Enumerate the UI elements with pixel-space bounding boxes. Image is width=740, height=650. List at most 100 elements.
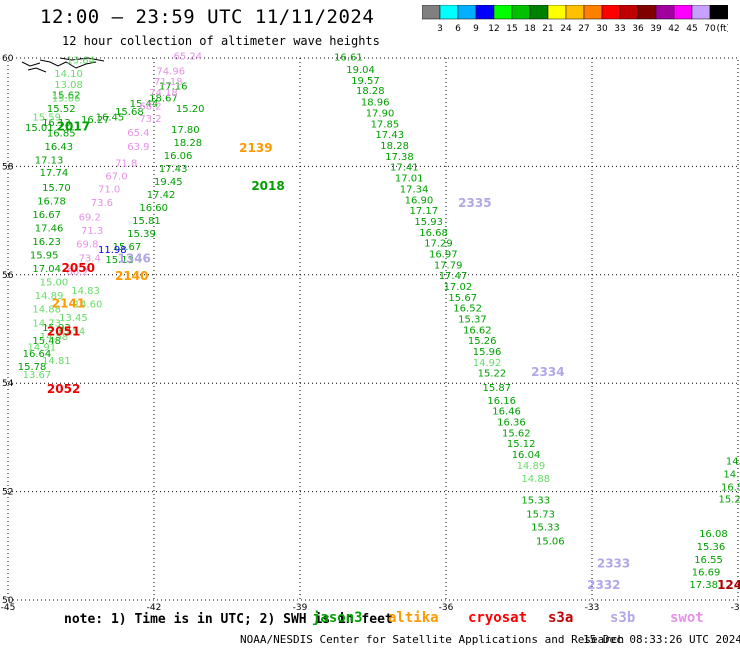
color-swatch — [511, 5, 531, 20]
wave-height-value: 14.92 — [473, 358, 502, 369]
wave-height-value: 71.3 — [81, 226, 103, 237]
wave-height-value: 16.97 — [429, 249, 458, 260]
wave-height-value: 15.96 — [473, 347, 502, 358]
wave-height-value: 16.04 — [512, 450, 541, 461]
wave-height-value: 15.01 — [25, 123, 54, 134]
wave-height-value: 74.18 — [149, 88, 178, 99]
track-time-label: 2333 — [597, 556, 630, 570]
wave-height-value: 16.08 — [699, 529, 728, 540]
color-swatch — [493, 5, 513, 20]
wave-height-value: 14.60 — [74, 299, 103, 310]
wave-height-value: 15.2 — [719, 494, 740, 505]
satellite-legend: jason3 altika cryosat s3a s3b swot — [0, 610, 740, 630]
wave-height-value: 17.34 — [400, 184, 429, 195]
color-swatch — [422, 5, 441, 20]
wave-height-value: 69.8 — [76, 240, 98, 251]
track-time-label: 2140 — [115, 269, 148, 283]
wave-height-value: 13.54 — [57, 326, 86, 337]
wave-height-value: 13.67 — [23, 370, 52, 381]
lon-tick-label: -42 — [147, 603, 162, 613]
map-frame — [7, 57, 739, 601]
wave-height-value: 15.67 — [113, 242, 142, 253]
lon-tick-label: -39 — [293, 603, 308, 613]
usage-note: note: 1) Time is in UTC; 2) SWH is in fe… — [64, 612, 393, 627]
wave-height-value: 15.39 — [127, 229, 156, 240]
wave-height-value: 14.42 — [726, 457, 740, 468]
colorbar-tick-label: 27 — [578, 24, 589, 33]
track-time-label: 2018 — [251, 179, 284, 193]
wave-height-value: 16.36 — [497, 417, 526, 428]
color-swatch — [673, 5, 693, 20]
wave-height-value: 14.73 — [32, 318, 61, 329]
wave-height-value: 63.9 — [127, 142, 149, 153]
legend-s3b: s3b — [610, 610, 636, 626]
wave-height-value: 17.01 — [395, 174, 424, 185]
wave-height-value: 73.4 — [79, 253, 101, 264]
wave-height-value: 19.04 — [346, 65, 375, 76]
wave-height-value: 17.43 — [375, 130, 404, 141]
track-time-labels: 2018 2139 2017 2050 1346 2140 2141 2051 2052 2335… — [47, 120, 740, 593]
wave-height-value: 18.28 — [173, 138, 202, 149]
wave-height-value: 15.93 — [42, 323, 71, 334]
wave-height-value: 15.81 — [132, 216, 161, 227]
wave-height-value: 15.70 — [42, 183, 71, 194]
wave-height-value: 17.04 — [32, 264, 61, 275]
wave-height-value: 14.58 — [40, 332, 69, 343]
colorbar-tick-label: 70 — [704, 24, 716, 33]
color-swatch — [529, 5, 549, 20]
wave-height-value: 16.62 — [463, 325, 492, 336]
wave-height-value: 19.57 — [351, 76, 380, 87]
wave-height-value: 15.20 — [176, 104, 205, 115]
track-time-label: 2052 — [47, 382, 80, 396]
wave-height-value: 15.78 — [18, 362, 47, 373]
lon-tick-label: -30 — [731, 603, 740, 613]
legend-jason3: jason3 — [312, 610, 363, 626]
track-time-label: 2334 — [531, 365, 564, 379]
wave-height-value: 14.89 — [517, 461, 546, 472]
wave-height-value: 15.62 — [52, 91, 81, 102]
wave-height-value: 15.37 — [458, 314, 487, 325]
wave-height-value: 16.43 — [45, 142, 74, 153]
wave-height-value: 16.55 — [721, 483, 740, 494]
lat-tick-label: 60 — [2, 54, 14, 64]
wave-height-value: 17.02 — [444, 282, 473, 293]
wave-height-value: 73.2 — [139, 114, 161, 125]
color-swatch — [601, 5, 621, 20]
wave-height-value: 14.27 — [723, 470, 740, 481]
track-time-label: 2050 — [62, 261, 95, 275]
track-time-label: 2051 — [47, 325, 80, 339]
wave-height-value: 16.45 — [96, 112, 125, 123]
wave-height-value: 15.12 — [507, 439, 536, 450]
wave-height-value: 17.16 — [159, 81, 188, 92]
wave-height-value: 15.13 — [105, 255, 134, 266]
colorbar-tick-label: 45 — [686, 24, 697, 33]
wave-height-value: 65.24 — [173, 52, 202, 63]
wave-height-value: 14.88 — [521, 474, 550, 485]
wave-height-value: 17.41 — [390, 163, 419, 174]
wave-height-value: 17.29 — [424, 239, 453, 250]
wave-height-value: 15.62 — [502, 428, 531, 439]
wave-height-value: 16.13 — [42, 118, 71, 129]
wave-height-value: 17.43 — [159, 164, 188, 175]
wave-height-value: 17.47 — [439, 271, 468, 282]
track-time-label: 2141 — [52, 296, 85, 310]
track-time-label: 2017 — [57, 120, 90, 134]
lat-tick-label: 56 — [2, 271, 14, 281]
altimeter-tracks: 16.6119.0419.5718.2818.9617.9017.8517.43… — [18, 52, 740, 591]
wave-height-value: 15.73 — [526, 510, 555, 521]
color-swatch — [655, 5, 675, 20]
wave-height-value: 14.91 — [27, 343, 56, 354]
colorbar-tick-label: 12 — [488, 24, 499, 33]
colorbar-tick-label: 6 — [455, 24, 461, 33]
wave-height-value: 15.95 — [30, 251, 59, 262]
track-time-label: 1346 — [118, 251, 151, 265]
wave-height-value: 17.42 — [147, 190, 176, 201]
wave-height-value: 16.55 — [694, 555, 723, 566]
wave-height-value: 15.52 — [47, 104, 76, 115]
colorbar-tick-label: 18 — [524, 24, 536, 33]
wave-height-value: 73.6 — [91, 198, 113, 209]
wave-height-value: 66.2 — [66, 267, 88, 278]
lon-tick-label: -33 — [585, 603, 600, 613]
color-swatch — [457, 5, 477, 20]
